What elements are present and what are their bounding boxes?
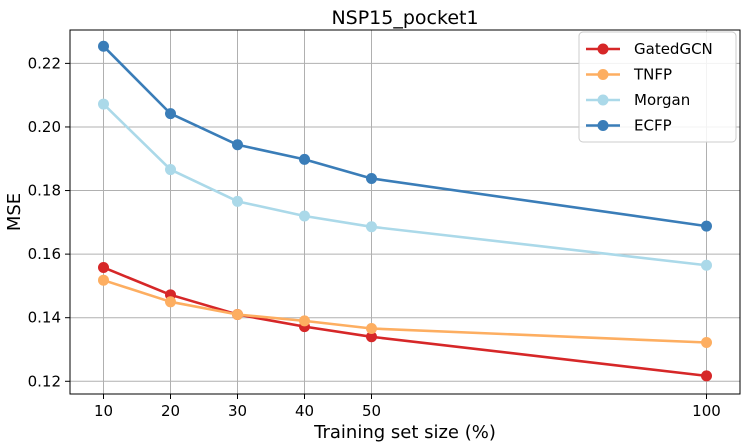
- x-axis-label: Training set size (%): [313, 422, 496, 443]
- y-axis-ticks: 0.12 0.14 0.16 0.18 0.20 0.22: [28, 54, 70, 390]
- legend-marker-gatedgcn: [597, 43, 609, 55]
- data-point-ecfp: [366, 172, 377, 184]
- data-point-ecfp: [98, 40, 109, 52]
- x-tick-label: 50: [362, 402, 381, 420]
- x-tick-label: 40: [295, 402, 314, 420]
- legend-marker-ecfp: [597, 120, 609, 131]
- legend-marker-morgan: [597, 94, 609, 106]
- data-point-ecfp: [299, 153, 310, 165]
- y-tick-label: 0.12: [28, 372, 61, 390]
- legend-box: [578, 31, 737, 143]
- data-point-tnfp: [366, 323, 377, 335]
- legend: GatedGCN TNFP Morgan ECFP: [578, 31, 737, 143]
- y-tick-label: 0.20: [28, 118, 61, 136]
- y-tick-label: 0.22: [28, 54, 61, 72]
- data-point-ecfp: [232, 139, 243, 151]
- data-point-morgan: [98, 98, 109, 110]
- data-point-morgan: [165, 164, 176, 176]
- data-point-morgan: [299, 210, 310, 222]
- data-point-morgan: [366, 221, 377, 233]
- y-tick-label: 0.18: [28, 182, 61, 200]
- series-tnfp: [98, 274, 712, 348]
- legend-label-tnfp: TNFP: [633, 66, 672, 84]
- series-layer: [98, 40, 712, 382]
- x-tick-label: 20: [161, 402, 180, 420]
- legend-label-morgan: Morgan: [634, 91, 690, 109]
- data-point-tnfp: [232, 309, 243, 321]
- chart-title: NSP15_pocket1: [331, 7, 478, 29]
- legend-marker-tnfp: [597, 69, 609, 80]
- data-point-tnfp: [165, 296, 176, 308]
- data-point-morgan: [701, 259, 712, 271]
- data-point-ecfp: [165, 108, 176, 120]
- data-point-tnfp: [98, 274, 109, 286]
- plot-frame: [69, 29, 741, 395]
- x-tick-label: 100: [692, 402, 721, 420]
- x-axis-ticks: 10 20 30 40 50 100: [94, 394, 721, 420]
- series-line-tnfp: [103, 278, 707, 344]
- data-point-gatedgcn: [701, 370, 712, 382]
- series-gatedgcn: [98, 261, 712, 382]
- series-line-ecfp: [102, 45, 707, 228]
- series-line-morgan: [102, 103, 707, 267]
- series-morgan: [98, 98, 712, 271]
- legend-label-ecfp: ECFP: [634, 117, 672, 135]
- x-tick-label: 30: [228, 402, 247, 420]
- y-axis-label: MSE: [4, 193, 25, 231]
- y-tick-label: 0.14: [28, 309, 61, 327]
- y-tick-label: 0.16: [28, 245, 61, 263]
- series-ecfp: [98, 40, 712, 232]
- series-line-gatedgcn: [103, 266, 707, 378]
- data-point-tnfp: [299, 315, 310, 327]
- x-tick-label: 10: [94, 402, 113, 420]
- data-point-gatedgcn: [98, 261, 109, 273]
- data-point-gatedgcn: [366, 331, 377, 343]
- data-point-morgan: [232, 195, 243, 207]
- data-point-tnfp: [701, 336, 712, 348]
- data-point-ecfp: [701, 220, 712, 232]
- legend-label-gatedgcn: GatedGCN: [634, 40, 713, 58]
